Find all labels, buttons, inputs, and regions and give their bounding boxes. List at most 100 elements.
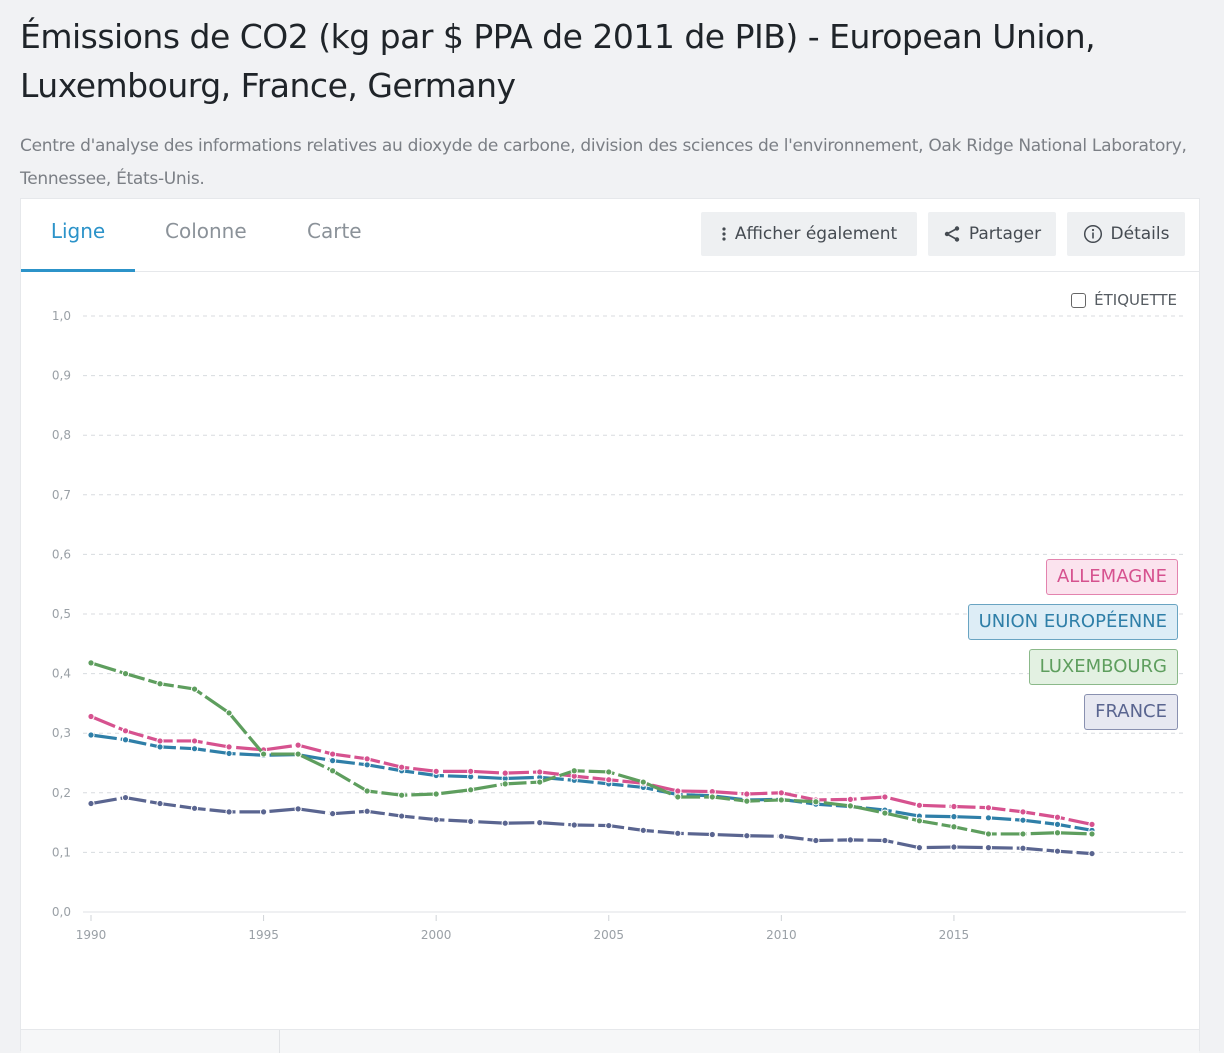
data-point-luxembourg — [675, 794, 681, 800]
data-point-france — [916, 845, 923, 851]
y-tick-label: 0,0 — [52, 905, 71, 919]
data-point-luxembourg — [226, 710, 232, 716]
data-point-allemagne — [502, 770, 508, 776]
data-point-luxembourg — [1020, 831, 1026, 837]
x-tick-label: 2015 — [939, 928, 970, 942]
data-point-france — [744, 833, 750, 839]
data-point-france — [571, 822, 577, 828]
data-point-luxembourg — [882, 810, 888, 816]
data-point-france — [640, 827, 646, 833]
data-point-union — [191, 746, 198, 752]
data-point-luxembourg — [157, 681, 163, 687]
data-point-allemagne — [1054, 814, 1061, 820]
data-point-luxembourg — [537, 779, 543, 785]
data-point-france — [985, 845, 992, 851]
tab-colonne[interactable]: Colonne — [165, 219, 247, 243]
data-point-allemagne — [882, 794, 888, 800]
tab-ligne[interactable]: Ligne — [21, 213, 135, 272]
data-point-france — [433, 817, 439, 823]
data-point-allemagne — [916, 802, 923, 808]
data-point-allemagne — [537, 769, 543, 775]
x-tick-label: 2000 — [421, 928, 452, 942]
data-point-allemagne — [571, 773, 577, 779]
data-point-france — [1054, 848, 1061, 854]
data-point-luxembourg — [1089, 831, 1095, 837]
data-point-france — [951, 844, 957, 850]
label-toggle[interactable]: ÉTIQUETTE — [1071, 291, 1177, 309]
y-tick-label: 1,0 — [52, 309, 71, 323]
data-point-allemagne — [191, 738, 198, 744]
data-point-allemagne — [847, 796, 853, 802]
page-title: Émissions de CO2 (kg par $ PPA de 2011 d… — [20, 17, 1096, 105]
data-point-france — [191, 805, 198, 811]
data-point-france — [157, 800, 163, 807]
data-point-union — [88, 732, 94, 738]
data-point-allemagne — [468, 768, 474, 774]
data-point-union — [157, 744, 163, 750]
data-point-france — [468, 818, 474, 825]
data-point-luxembourg — [606, 769, 612, 775]
data-point-luxembourg — [502, 781, 508, 787]
data-point-france — [502, 820, 508, 826]
data-point-luxembourg — [433, 791, 439, 797]
data-point-luxembourg — [847, 803, 853, 809]
share-button[interactable]: Partager — [928, 212, 1056, 256]
legend-tag-france: FRANCE — [1084, 694, 1178, 730]
legend-tag-union-europeenne: UNION EUROPÉENNE — [967, 604, 1178, 640]
data-point-france — [1020, 845, 1026, 851]
series-line-france — [90, 795, 1093, 856]
data-point-luxembourg — [330, 768, 336, 774]
data-point-luxembourg — [778, 797, 784, 803]
y-tick-label: 0,8 — [52, 428, 71, 442]
data-point-union — [468, 774, 474, 780]
vertical-dots-icon — [721, 226, 727, 242]
data-point-allemagne — [606, 777, 612, 783]
data-point-luxembourg — [468, 787, 474, 793]
data-point-luxembourg — [916, 818, 923, 824]
also-show-button[interactable]: Afficher également — [701, 212, 917, 256]
data-point-luxembourg — [571, 768, 577, 774]
data-point-allemagne — [122, 728, 129, 734]
data-point-allemagne — [295, 742, 301, 748]
data-point-france — [1089, 850, 1095, 857]
card-footer — [21, 1029, 1199, 1053]
y-tick-label: 0,2 — [52, 786, 71, 800]
x-tick-label: 2010 — [766, 928, 797, 942]
data-point-luxembourg — [122, 671, 129, 677]
data-point-allemagne — [1020, 809, 1026, 815]
x-tick-label: 2005 — [593, 928, 624, 942]
share-icon — [943, 225, 961, 243]
x-tick-label: 1990 — [76, 928, 107, 942]
data-point-union — [226, 750, 232, 757]
data-point-france — [778, 833, 784, 839]
data-point-union — [537, 774, 543, 780]
data-point-france — [606, 822, 612, 829]
data-point-union — [1054, 821, 1061, 827]
x-tick-label: 1995 — [248, 928, 279, 942]
data-point-union — [364, 762, 370, 768]
data-point-allemagne — [744, 791, 750, 797]
data-point-allemagne — [330, 751, 336, 757]
data-point-allemagne — [226, 744, 232, 750]
data-point-union — [985, 815, 992, 821]
data-point-union — [1020, 817, 1026, 823]
y-tick-label: 0,7 — [52, 488, 71, 502]
data-point-luxembourg — [260, 751, 267, 757]
data-point-allemagne — [1089, 821, 1095, 827]
data-point-luxembourg — [295, 751, 301, 757]
label-checkbox[interactable] — [1071, 292, 1087, 308]
tab-carte[interactable]: Carte — [307, 219, 362, 243]
y-tick-label: 0,6 — [52, 547, 71, 561]
share-label: Partager — [968, 224, 1042, 244]
data-point-france — [709, 831, 715, 838]
details-button[interactable]: Détails — [1067, 212, 1185, 256]
line-chart: 0,0 0,1 0,2 0,3 0,4 0,5 0,6 0,7 0,8 0,9 1,0 1990 199… — [52, 309, 1186, 942]
data-point-allemagne — [364, 756, 370, 762]
series-line-luxembourg — [90, 661, 1093, 836]
data-point-france — [122, 794, 129, 801]
data-point-luxembourg — [744, 798, 750, 804]
data-point-allemagne — [951, 803, 957, 810]
details-label: Détails — [1110, 224, 1170, 244]
data-point-france — [882, 837, 888, 844]
source-text: Centre d'analyse des informations relati… — [20, 136, 1187, 189]
